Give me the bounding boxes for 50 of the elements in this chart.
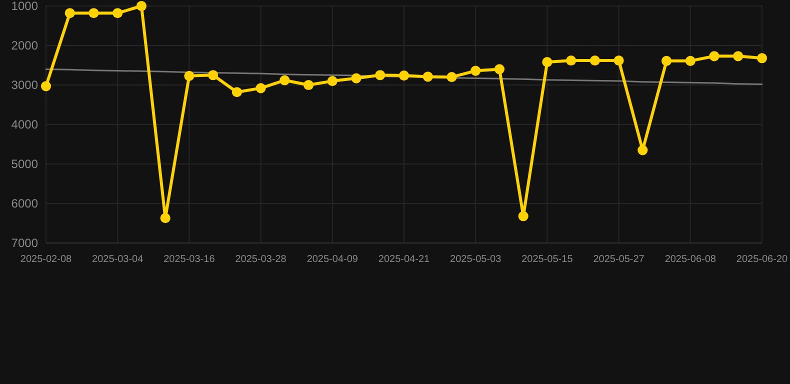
y-tick-label: 5000 <box>11 157 38 172</box>
point <box>375 70 386 80</box>
x-tick-label: 2025-02-08 <box>20 254 72 265</box>
point <box>351 73 362 84</box>
x-tick-label: 2025-06-20 <box>736 254 788 265</box>
x-tick-label: 2025-04-21 <box>378 254 430 265</box>
point <box>422 72 433 82</box>
x-tick-label: 2025-06-08 <box>664 254 716 265</box>
y-tick-label: 1000 <box>11 0 38 14</box>
y-tick-label: 4000 <box>11 118 38 132</box>
x-tick-label: 2025-05-27 <box>593 254 645 265</box>
point <box>208 70 218 80</box>
point <box>566 55 576 66</box>
point <box>88 8 99 18</box>
point <box>542 57 552 68</box>
x-tick-label: 2025-03-16 <box>164 254 216 265</box>
point <box>446 72 457 82</box>
point <box>518 211 528 222</box>
point <box>327 76 338 86</box>
point <box>661 56 672 66</box>
x-tick-label: 2025-05-15 <box>522 254 574 265</box>
point <box>733 51 744 62</box>
y-tick-label: 3000 <box>11 78 38 92</box>
y-tick-label: 2000 <box>11 38 38 53</box>
x-tick-label: 2025-04-09 <box>306 254 358 265</box>
x-tick-label: 2025-05-03 <box>450 254 502 265</box>
y-tick-label: 6000 <box>11 196 38 211</box>
line-series <box>45 68 763 85</box>
point <box>184 70 194 81</box>
point <box>398 70 410 81</box>
point <box>160 213 170 224</box>
point <box>232 87 242 98</box>
point <box>40 81 52 92</box>
point <box>756 53 768 64</box>
point <box>256 83 266 94</box>
x-tick-label: 2025-03-28 <box>235 254 287 265</box>
point <box>709 51 720 62</box>
point <box>614 55 624 66</box>
point <box>112 8 123 18</box>
x-tick-label: 2025-03-04 <box>92 254 144 265</box>
point <box>280 75 290 86</box>
point <box>136 0 147 12</box>
y-tick-label: 7000 <box>11 236 38 250</box>
point <box>590 55 600 66</box>
point <box>64 8 75 18</box>
point <box>494 64 505 74</box>
point <box>685 56 696 66</box>
point <box>638 145 648 156</box>
point <box>303 80 314 90</box>
point <box>470 66 481 76</box>
